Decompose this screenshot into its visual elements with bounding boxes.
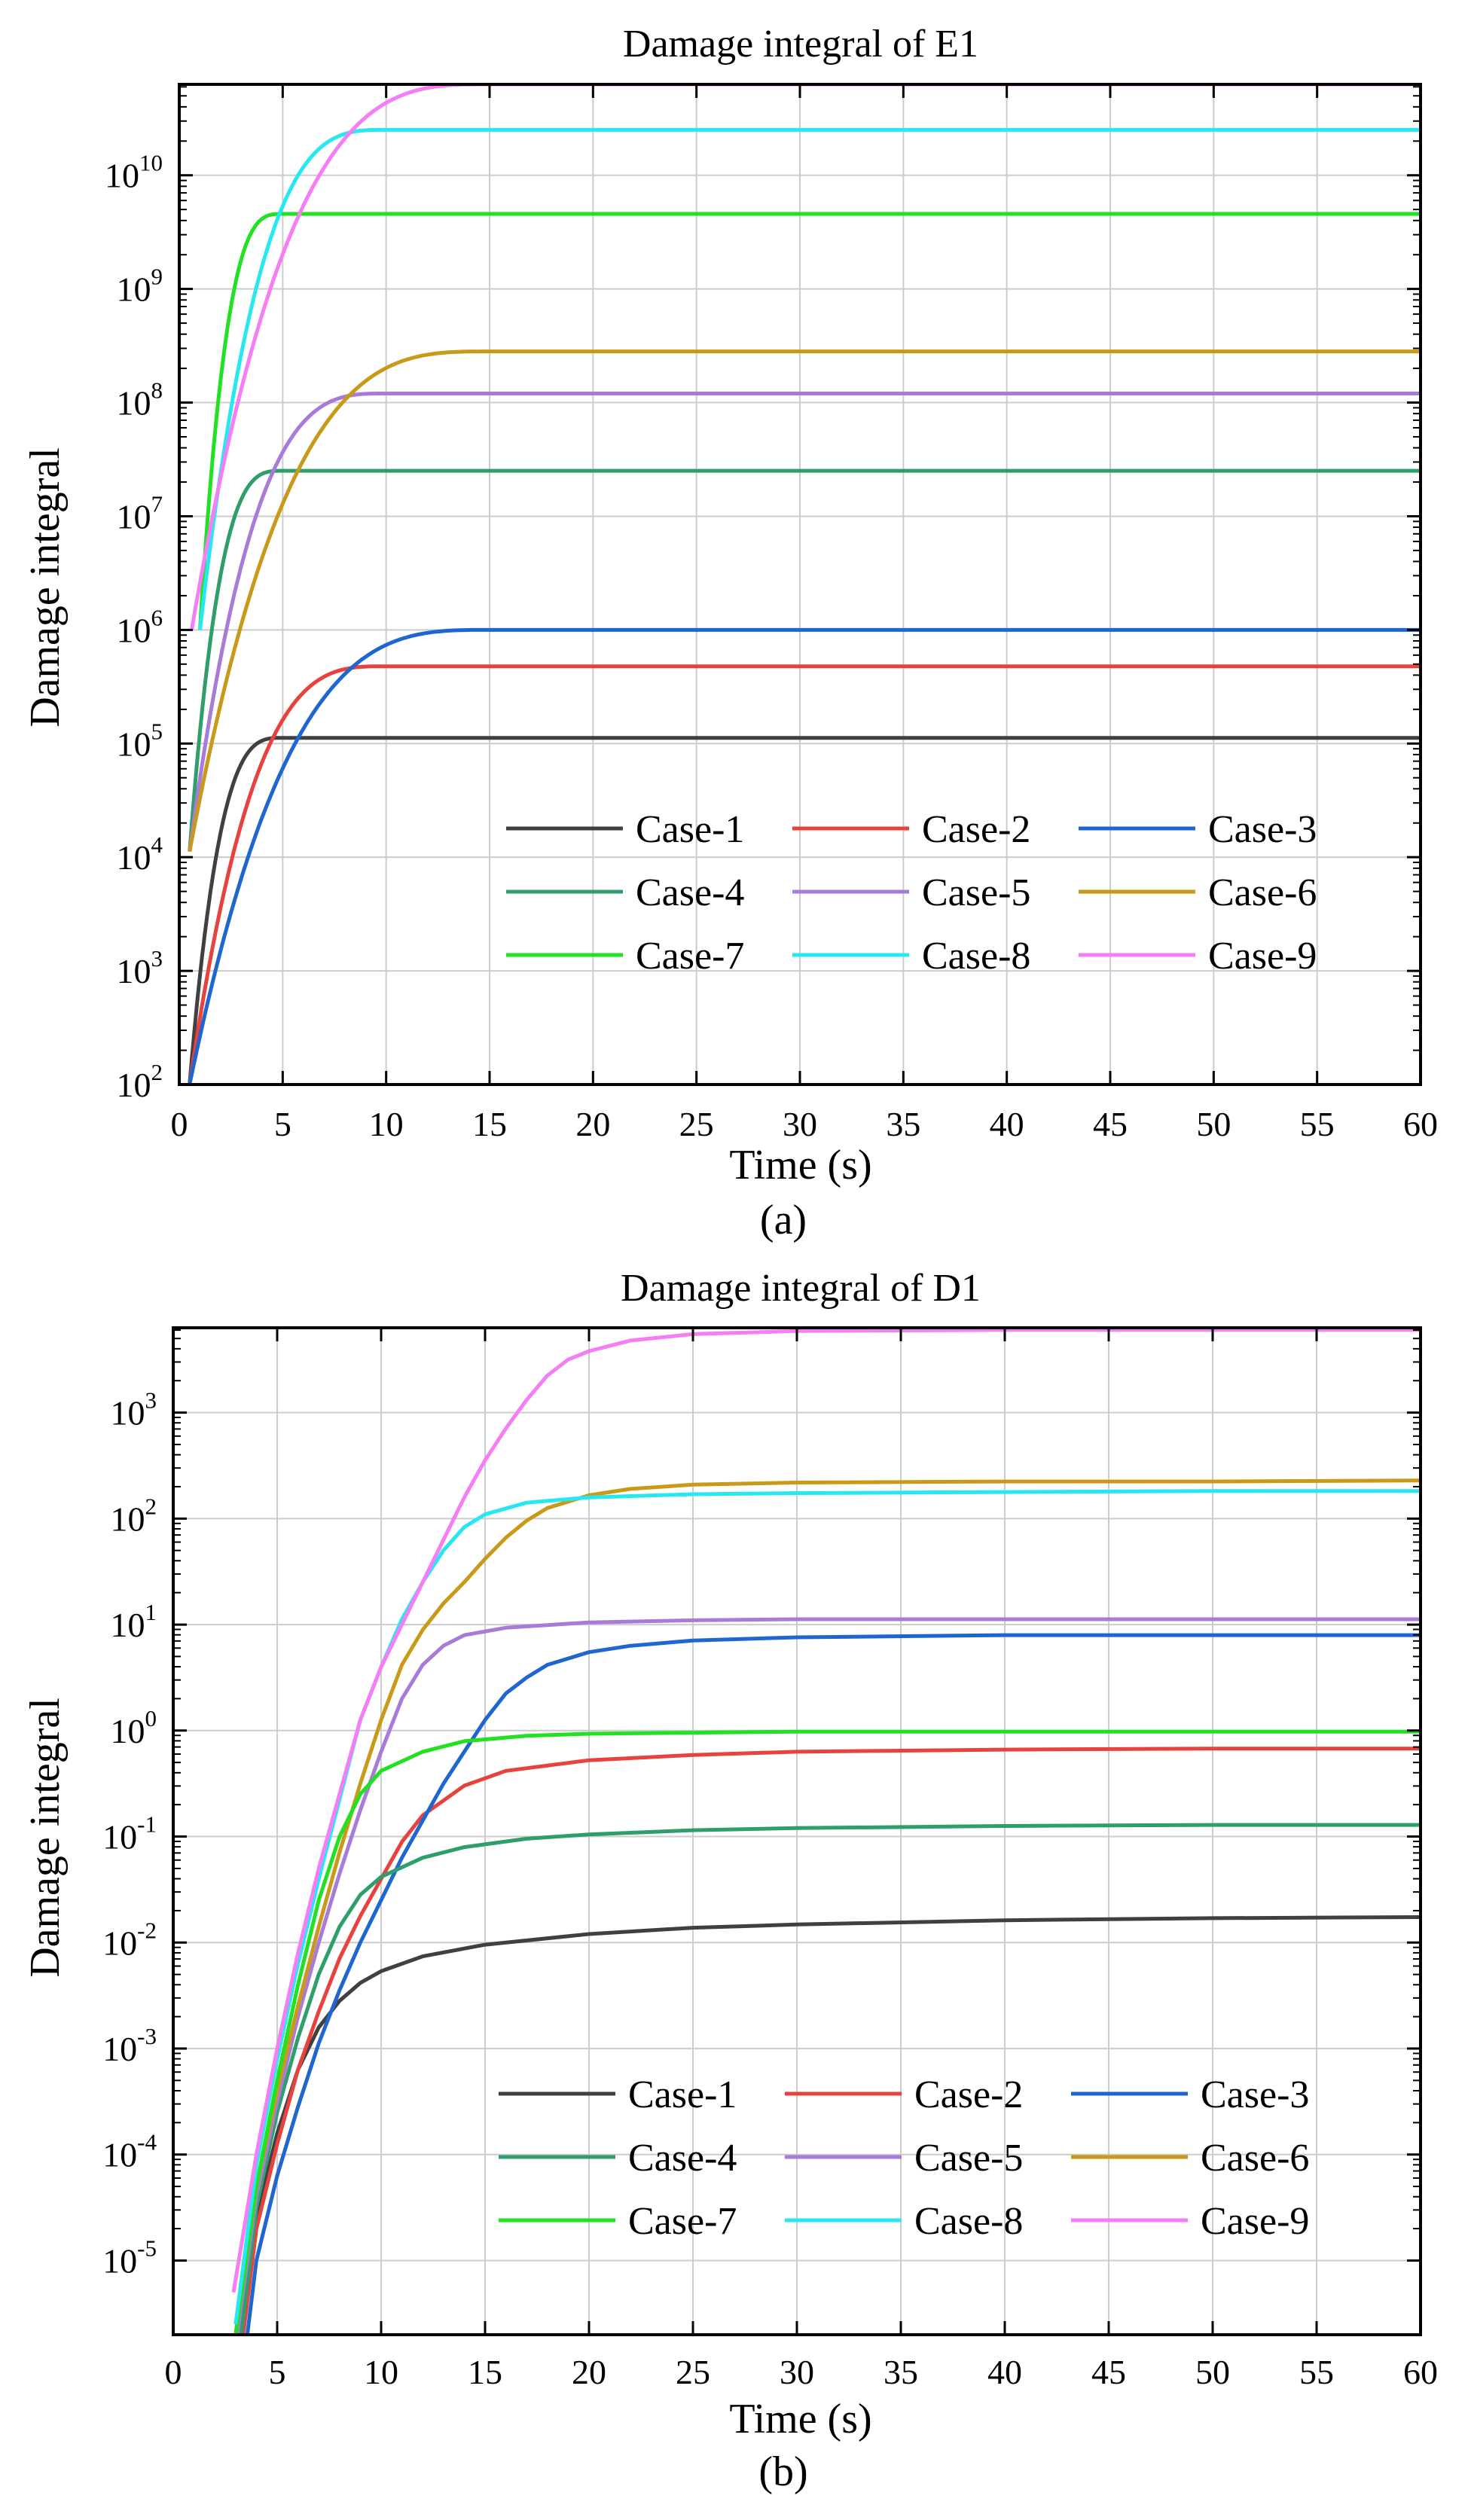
- legend-label: Case-3: [1208, 808, 1317, 851]
- series-line-case-4: [239, 1823, 1421, 2335]
- series-layer: [231, 1328, 1421, 2335]
- legend-label: Case-7: [636, 935, 744, 978]
- y-tick-label: 106: [117, 604, 163, 649]
- x-tick-label: 50: [1196, 1105, 1231, 1143]
- series-line-case-7: [233, 1729, 1421, 2335]
- series-line-case-8: [233, 1489, 1421, 2325]
- legend-label: Case-8: [922, 935, 1030, 978]
- panel-caption: (a): [760, 1197, 807, 1243]
- legend-label: Case-7: [628, 2200, 737, 2243]
- legend-label: Case-4: [628, 2137, 737, 2180]
- series-line-case-2: [241, 1747, 1421, 2335]
- y-tick-label: 102: [117, 1059, 163, 1104]
- series-line-case-9: [190, 84, 1421, 630]
- x-tick-label: 40: [987, 2353, 1022, 2391]
- series-line-case-5: [188, 392, 1421, 852]
- legend-label: Case-1: [628, 2073, 737, 2116]
- series-line-case-3: [245, 1633, 1421, 2335]
- series-line-case-5: [235, 1617, 1421, 2335]
- x-tick-label: 10: [369, 1105, 404, 1143]
- x-tick-label: 60: [1403, 1105, 1438, 1143]
- panel-a: Damage integral of E1 0 5 10 15 20 25 30 35 40 45…: [22, 23, 1438, 1243]
- y-tick-label: 10-4: [102, 2129, 157, 2174]
- x-tick-label: 20: [575, 1105, 610, 1143]
- x-axis-title: Time (s): [729, 1142, 871, 1188]
- panel-caption: (b): [758, 2448, 807, 2495]
- x-tick-label: 15: [468, 2353, 502, 2391]
- legend-label: Case-4: [636, 871, 744, 914]
- x-axis-title: Time (s): [729, 2396, 871, 2442]
- legend-label: Case-3: [1201, 2073, 1309, 2116]
- y-tick-label: 10-2: [102, 1917, 157, 1962]
- x-tick-label: 0: [171, 1105, 188, 1143]
- y-tick-label: 102: [111, 1493, 157, 1538]
- series-line-case-8: [198, 127, 1421, 630]
- series-line-case-1: [239, 1915, 1421, 2335]
- x-tick-label: 5: [269, 2353, 286, 2391]
- chart-title: Damage integral of D1: [621, 1267, 981, 1310]
- ticks: 0 5 10 15 20 25 30 35 40 45 50 55 60 10-5 10-4 10-3 10-2…: [102, 1328, 1438, 2391]
- y-tick-label: 108: [117, 377, 163, 423]
- legend-label: Case-2: [914, 2073, 1023, 2116]
- y-tick-label: 105: [117, 718, 163, 763]
- legend-label: Case-5: [922, 871, 1030, 914]
- x-tick-label: 45: [1091, 2353, 1126, 2391]
- x-tick-label: 35: [886, 1105, 920, 1143]
- legend-label: Case-1: [636, 808, 744, 851]
- series-line-case-1: [188, 736, 1421, 1085]
- x-tick-label: 40: [990, 1105, 1024, 1143]
- y-tick-label: 104: [117, 831, 163, 877]
- series-line-case-2: [188, 664, 1421, 1085]
- x-tick-label: 20: [572, 2353, 606, 2391]
- y-tick-label: 107: [117, 490, 163, 535]
- x-tick-label: 50: [1195, 2353, 1230, 2391]
- x-tick-label: 55: [1300, 1105, 1335, 1143]
- x-tick-label: 10: [364, 2353, 398, 2391]
- x-tick-label: 25: [679, 1105, 714, 1143]
- x-tick-label: 60: [1403, 2353, 1438, 2391]
- ticks: 0 5 10 15 20 25 30 35 40 45 50 55 60 102 103 104 105 106 1…: [105, 84, 1438, 1143]
- series-line-case-6: [233, 1478, 1421, 2335]
- y-tick-label: 109: [117, 264, 163, 309]
- x-tick-label: 35: [884, 2353, 918, 2391]
- legend: Case-1 Case-2 Case-3 Case-4 Case-5 Case-6 Case…: [499, 2073, 1309, 2243]
- series-line-case-4: [188, 468, 1421, 852]
- x-tick-label: 0: [165, 2353, 182, 2391]
- y-tick-label: 101: [111, 1599, 157, 1644]
- x-tick-label: 55: [1299, 2353, 1334, 2391]
- legend-label: Case-8: [914, 2200, 1023, 2243]
- series-line-case-3: [188, 627, 1421, 1085]
- legend-label: Case-6: [1201, 2137, 1309, 2180]
- y-tick-label: 10-1: [102, 1811, 157, 1856]
- y-tick-label: 100: [111, 1705, 157, 1750]
- x-tick-label: 25: [676, 2353, 710, 2391]
- x-tick-label: 5: [274, 1105, 291, 1143]
- series-line-case-6: [188, 349, 1421, 853]
- legend-label: Case-2: [922, 808, 1030, 851]
- y-axis-title: Damage integral: [22, 1698, 69, 1978]
- x-tick-label: 30: [783, 1105, 817, 1143]
- x-tick-label: 45: [1093, 1105, 1128, 1143]
- y-tick-label: 10-3: [102, 2023, 157, 2068]
- grid: [172, 1328, 1421, 2335]
- legend: Case-1 Case-2 Case-3 Case-4 Case-5 Case-6 Case…: [506, 808, 1317, 978]
- series-layer: [188, 84, 1421, 1085]
- legend-label: Case-6: [1208, 871, 1317, 914]
- series-line-case-9: [231, 1328, 1421, 2293]
- y-tick-label: 103: [111, 1387, 157, 1432]
- series-line-case-7: [198, 212, 1421, 630]
- y-tick-label: 10-5: [102, 2235, 157, 2280]
- legend-label: Case-9: [1208, 935, 1317, 978]
- y-tick-label: 103: [117, 945, 163, 990]
- y-tick-label: 1010: [105, 150, 163, 195]
- panel-b: Damage integral of D1 0 5 10 15 20 25 30 35 40 45…: [22, 1267, 1438, 2495]
- x-tick-label: 30: [780, 2353, 814, 2391]
- legend-label: Case-9: [1201, 2200, 1309, 2243]
- x-tick-label: 15: [472, 1105, 507, 1143]
- y-axis-title: Damage integral: [22, 447, 69, 728]
- chart-title: Damage integral of E1: [623, 23, 978, 66]
- legend-label: Case-5: [914, 2137, 1023, 2180]
